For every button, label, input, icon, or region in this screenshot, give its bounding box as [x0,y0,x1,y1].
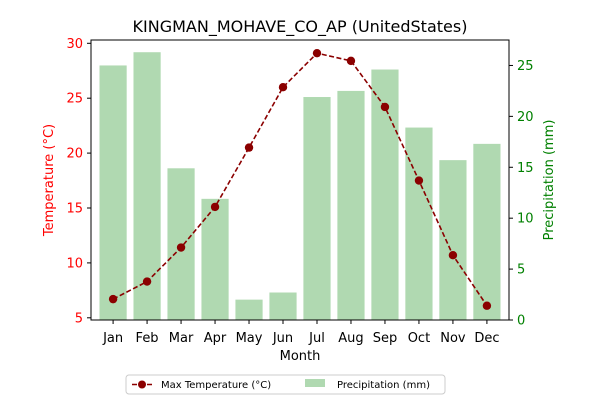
x-tick-label: Aug [338,331,363,346]
legend-label-precipitation: Precipitation (mm) [337,380,430,391]
left-tick-label: 20 [66,147,83,162]
x-tick-label: Nov [440,331,466,346]
x-tick-label: Jan [102,331,123,346]
temperature-line [108,48,492,310]
precip-bar-dec [473,143,501,320]
left-tick-label: 5 [75,311,83,326]
left-tick-label: 25 [66,92,83,107]
right-tick-label: 10 [517,212,534,227]
x-tick-label: Feb [136,331,159,346]
precip-bar-aug [337,90,365,320]
x-tick-label: May [236,331,263,346]
left-tick-label: 10 [66,256,83,271]
legend: Max Temperature (°C) Precipitation (mm) [125,374,446,395]
temp-point-dec [482,301,492,310]
legend-box [125,374,446,395]
precip-bar-may [235,299,263,320]
temp-point-jan [108,294,118,304]
right-tick-label: 0 [517,314,525,329]
precipitation-bars [99,52,501,321]
precip-bar-nov [439,160,467,320]
x-tick-label: Mar [169,331,194,346]
precip-bar-apr [201,198,229,320]
x-tick-label: Sep [373,331,398,346]
left-tick-label: 15 [66,202,83,217]
temp-point-nov [448,251,458,260]
legend-label-temperature: Max Temperature (°C) [161,380,271,391]
right-tick-label: 20 [517,110,534,125]
right-tick-label: 15 [517,161,534,176]
axes: 5 10 15 20 25 30 0 5 10 15 20 25 Jan Feb Mar Apr May Jun J… [66,37,533,346]
plot-frame [90,39,510,321]
precip-bar-jul [303,97,331,320]
precip-bar-jun [269,292,297,320]
left-axis-title: Temperature (°C) [42,124,57,237]
precip-bar-jan [99,65,127,320]
temp-point-feb [142,277,152,286]
legend-line-marker [138,380,146,389]
temp-point-oct [414,176,424,185]
x-tick-label: Jun [272,331,293,346]
x-tick-label: Apr [204,331,227,346]
x-tick-label: Dec [474,331,499,346]
temp-point-mar [176,243,186,252]
precip-bar-sep [371,69,399,320]
right-tick-label: 25 [517,59,534,74]
x-axis-title: Month [280,349,321,364]
temperature-series-line [112,52,488,307]
temp-point-aug [346,56,356,66]
x-tick-label: Oct [408,331,430,346]
right-axis-title: Precipitation (mm) [542,120,557,241]
precip-bar-oct [405,127,433,321]
precip-bar-feb [133,52,161,321]
temp-point-jul [312,48,322,58]
temp-point-sep [380,102,390,112]
x-tick-label: Jul [308,331,325,346]
temp-point-may [244,143,254,152]
left-tick-label: 30 [66,37,83,52]
chart-title: KINGMAN_MOHAVE_CO_AP (UnitedStates) [133,17,468,37]
temp-point-jun [278,83,288,92]
right-tick-label: 5 [517,263,525,278]
temp-point-apr [210,202,220,212]
legend-bar-swatch [305,379,325,387]
